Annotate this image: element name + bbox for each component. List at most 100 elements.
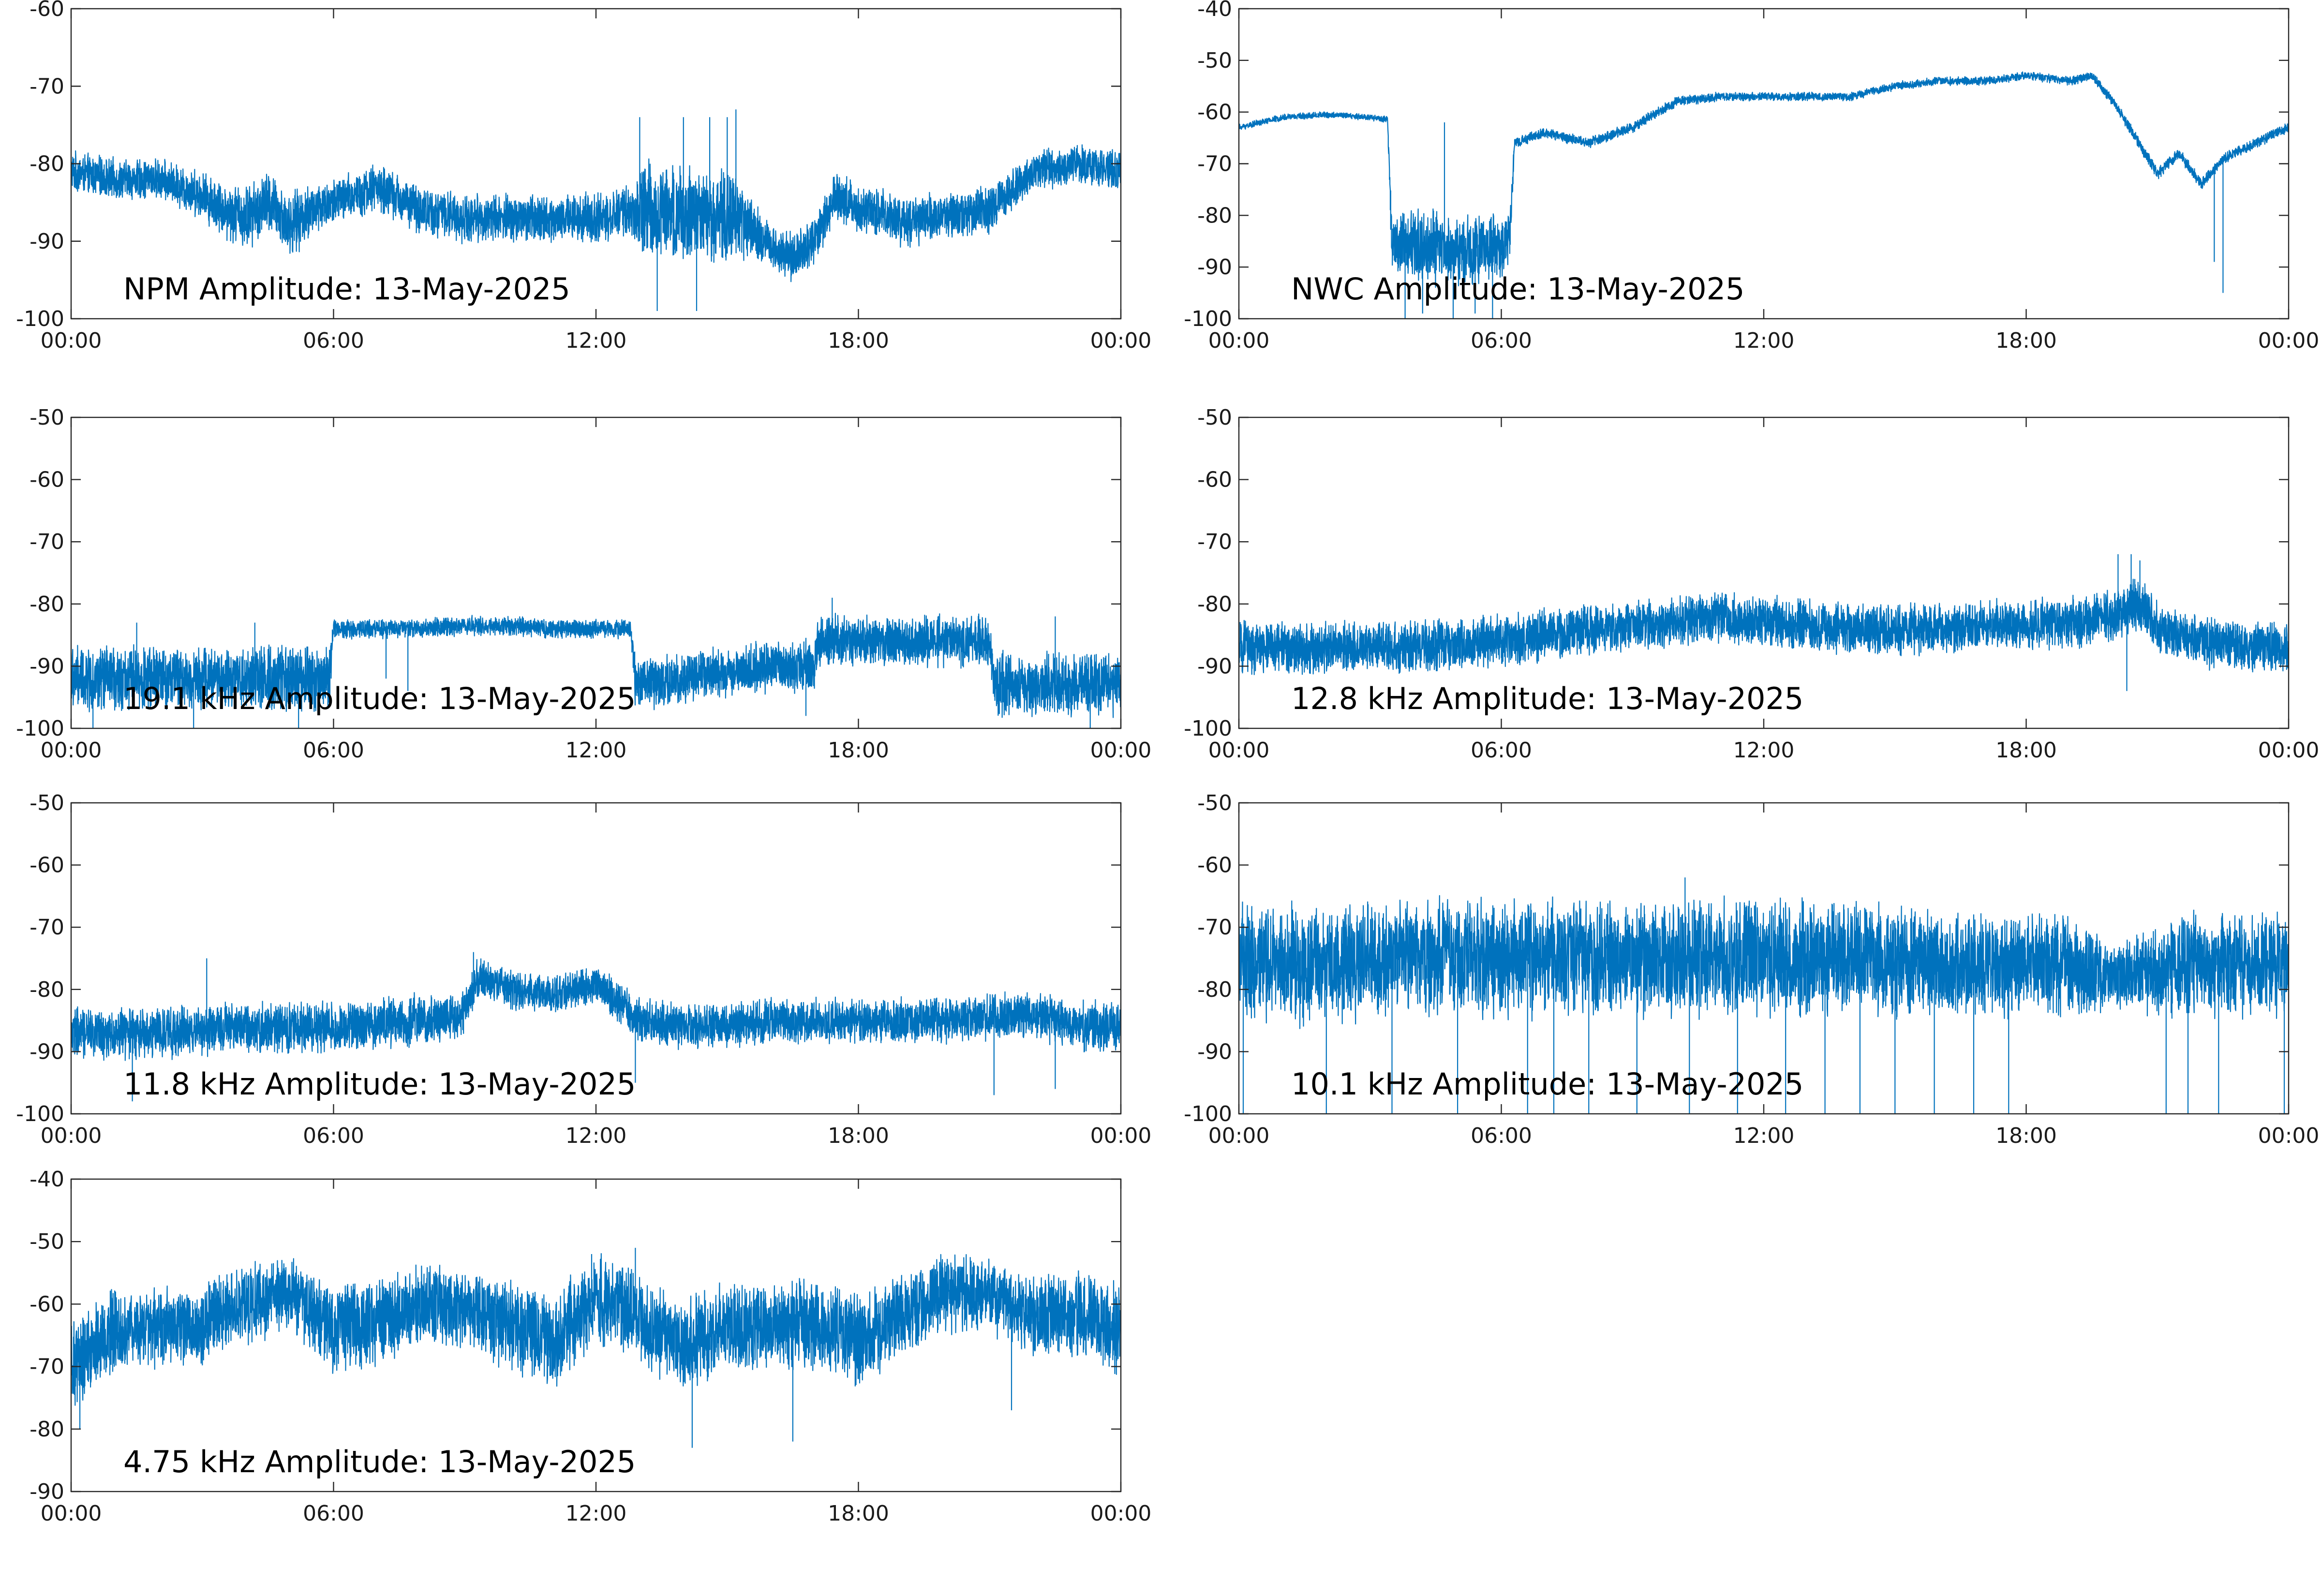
y-tick-label: -70 (1197, 915, 1232, 940)
series-trace (1239, 877, 2289, 1114)
panel-title: NWC Amplitude: 13-May-2025 (1291, 271, 1745, 307)
x-tick-label: 00:00 (1090, 1123, 1152, 1148)
y-tick-label: -80 (1197, 977, 1232, 1002)
x-tick-label: 00:00 (2258, 738, 2320, 763)
y-tick-label: -80 (30, 1417, 64, 1442)
x-tick-label: 06:00 (1471, 738, 1532, 763)
panel-title: 11.8 kHz Amplitude: 13-May-2025 (123, 1066, 636, 1102)
y-tick-label: -60 (1197, 853, 1232, 878)
x-tick-label: 12:00 (1733, 738, 1795, 763)
y-tick-label: -90 (1197, 255, 1232, 280)
x-tick-label: 00:00 (2258, 1123, 2320, 1148)
y-tick-label: -80 (30, 152, 64, 177)
y-tick-label: -60 (1197, 468, 1232, 492)
x-tick-label: 00:00 (2258, 328, 2320, 353)
y-tick-label: -90 (1197, 1039, 1232, 1064)
panel-title: 19.1 kHz Amplitude: 13-May-2025 (123, 681, 636, 716)
y-tick-label: -90 (30, 229, 64, 254)
x-tick-label: 06:00 (303, 1501, 364, 1526)
x-tick-label: 00:00 (1208, 1123, 1270, 1148)
y-tick-label: -60 (1197, 100, 1232, 125)
y-tick-label: -80 (30, 592, 64, 617)
x-tick-label: 18:00 (828, 738, 889, 763)
y-tick-label: -60 (30, 0, 64, 21)
y-tick-label: -60 (30, 468, 64, 492)
y-tick-label: -100 (16, 716, 64, 741)
x-tick-label: 06:00 (303, 738, 364, 763)
y-tick-label: -40 (30, 1167, 64, 1192)
y-tick-label: -50 (1197, 405, 1232, 430)
x-tick-label: 18:00 (1995, 738, 2057, 763)
y-tick-label: -60 (30, 853, 64, 878)
x-tick-label: 00:00 (1208, 738, 1270, 763)
series-trace (71, 597, 1121, 728)
y-tick-label: -90 (30, 1479, 64, 1504)
series-trace (71, 952, 1121, 1102)
x-tick-label: 06:00 (1471, 328, 1532, 353)
series-trace (71, 109, 1121, 311)
y-tick-label: -90 (30, 654, 64, 679)
y-tick-label: -100 (16, 1102, 64, 1126)
x-tick-label: 06:00 (303, 328, 364, 353)
y-tick-label: -60 (30, 1292, 64, 1316)
x-tick-label: 12:00 (1733, 1123, 1795, 1148)
x-tick-label: 06:00 (1471, 1123, 1532, 1148)
y-tick-label: -50 (30, 1229, 64, 1254)
y-tick-label: -70 (1197, 530, 1232, 554)
series-trace (1239, 554, 2289, 691)
x-tick-label: 18:00 (1995, 328, 2057, 353)
y-tick-label: -70 (30, 1355, 64, 1379)
x-tick-label: 00:00 (41, 1501, 102, 1526)
x-tick-label: 12:00 (566, 1123, 627, 1148)
x-tick-label: 12:00 (1733, 328, 1795, 353)
y-tick-label: -70 (1197, 152, 1232, 177)
y-tick-label: -100 (1184, 307, 1232, 331)
panel-title: 4.75 kHz Amplitude: 13-May-2025 (123, 1444, 636, 1479)
y-tick-label: -100 (1184, 716, 1232, 741)
y-tick-label: -70 (30, 915, 64, 940)
x-tick-label: 12:00 (566, 1501, 627, 1526)
x-tick-label: 00:00 (1090, 738, 1152, 763)
x-tick-label: 18:00 (828, 1501, 889, 1526)
x-tick-label: 00:00 (41, 738, 102, 763)
series-trace (1239, 71, 2289, 319)
x-tick-label: 00:00 (41, 1123, 102, 1148)
x-tick-label: 00:00 (41, 328, 102, 353)
x-tick-label: 00:00 (1090, 1501, 1152, 1526)
x-tick-label: 06:00 (303, 1123, 364, 1148)
x-tick-label: 18:00 (828, 328, 889, 353)
series-trace (71, 1248, 1121, 1448)
y-tick-label: -50 (1197, 791, 1232, 815)
y-tick-label: -50 (30, 405, 64, 430)
y-tick-label: -90 (1197, 654, 1232, 679)
x-tick-label: 12:00 (566, 738, 627, 763)
x-tick-label: 18:00 (828, 1123, 889, 1148)
y-tick-label: -100 (16, 307, 64, 331)
x-tick-label: 00:00 (1208, 328, 1270, 353)
panel-title: 10.1 kHz Amplitude: 13-May-2025 (1291, 1066, 1803, 1102)
x-tick-label: 00:00 (1090, 328, 1152, 353)
y-tick-label: -50 (1197, 48, 1232, 73)
y-tick-label: -80 (1197, 592, 1232, 617)
y-tick-label: -80 (30, 977, 64, 1002)
y-tick-label: -70 (30, 530, 64, 554)
y-tick-label: -80 (1197, 203, 1232, 228)
y-tick-label: -70 (30, 74, 64, 99)
y-tick-label: -100 (1184, 1102, 1232, 1126)
y-tick-label: -50 (30, 791, 64, 815)
y-tick-label: -40 (1197, 0, 1232, 21)
y-tick-label: -90 (30, 1039, 64, 1064)
x-tick-label: 18:00 (1995, 1123, 2057, 1148)
panel-title: 12.8 kHz Amplitude: 13-May-2025 (1291, 681, 1803, 716)
x-tick-label: 12:00 (566, 328, 627, 353)
panel-title: NPM Amplitude: 13-May-2025 (123, 271, 570, 307)
